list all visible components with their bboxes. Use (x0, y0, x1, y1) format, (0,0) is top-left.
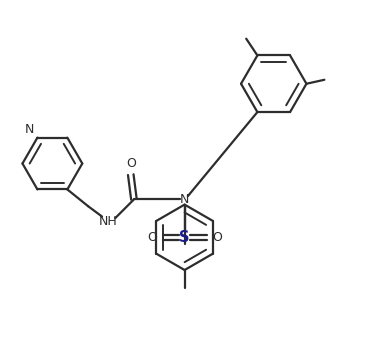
Text: O: O (126, 157, 136, 170)
Text: NH: NH (99, 215, 117, 228)
Text: S: S (179, 230, 190, 245)
Text: O: O (212, 231, 222, 244)
Text: O: O (147, 231, 157, 244)
Text: N: N (25, 123, 34, 135)
Text: N: N (180, 193, 189, 206)
